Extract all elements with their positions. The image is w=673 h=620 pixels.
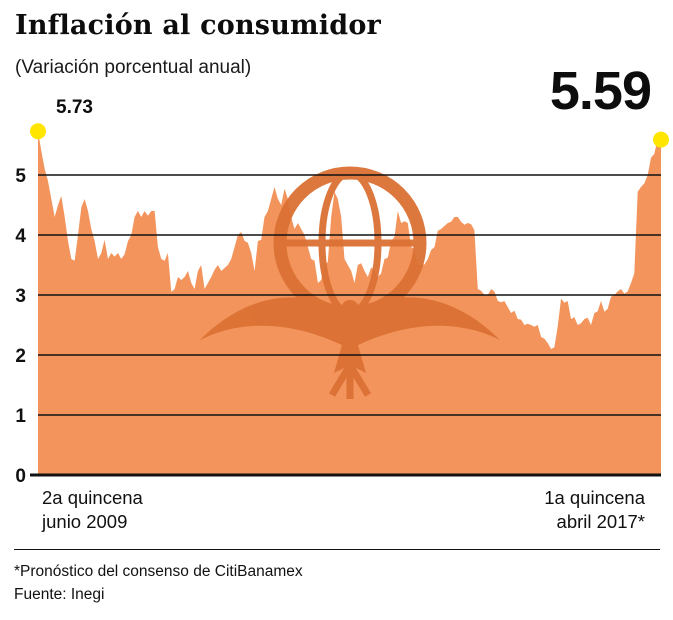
x-axis-end-label-line1: 1a quincena xyxy=(544,487,645,508)
x-axis-end-label: 1a quincena abril 2017* xyxy=(544,486,645,535)
start-value-label: 5.73 xyxy=(56,97,93,118)
footnote-forecast: *Pronóstico del consenso de CitiBanamex xyxy=(14,563,303,580)
page-title: Inflación al consumidor xyxy=(15,10,381,41)
y-tick-label-3: 3 xyxy=(15,286,26,307)
y-tick-label-1: 1 xyxy=(15,406,26,427)
y-tick-label-0: 0 xyxy=(15,466,26,487)
y-tick-label-4: 4 xyxy=(15,226,26,247)
x-axis-start-label: 2a quincena junio 2009 xyxy=(42,486,143,535)
end-point-marker xyxy=(653,131,669,148)
page-subtitle: (Variación porcentual anual) xyxy=(15,57,252,78)
footnote-source: Fuente: Inegi xyxy=(14,586,105,604)
footer-divider xyxy=(14,549,660,550)
y-tick-label-2: 2 xyxy=(15,346,26,367)
x-axis-start-label-line1: 2a quincena xyxy=(42,487,143,508)
x-axis-start-label-line2: junio 2009 xyxy=(42,511,128,533)
y-tick-label-5: 5 xyxy=(15,166,26,187)
x-axis-end-label-line2: abril 2017* xyxy=(556,511,645,533)
start-point-marker xyxy=(30,123,46,140)
end-value-label: 5.59 xyxy=(549,61,652,121)
inflation-area-chart: 0 1 2 3 4 5 xyxy=(15,123,669,487)
eagle-watermark xyxy=(200,166,500,399)
footnote: *Pronóstico del consenso de CitiBanamex … xyxy=(14,560,303,607)
x-axis-line xyxy=(30,473,661,477)
